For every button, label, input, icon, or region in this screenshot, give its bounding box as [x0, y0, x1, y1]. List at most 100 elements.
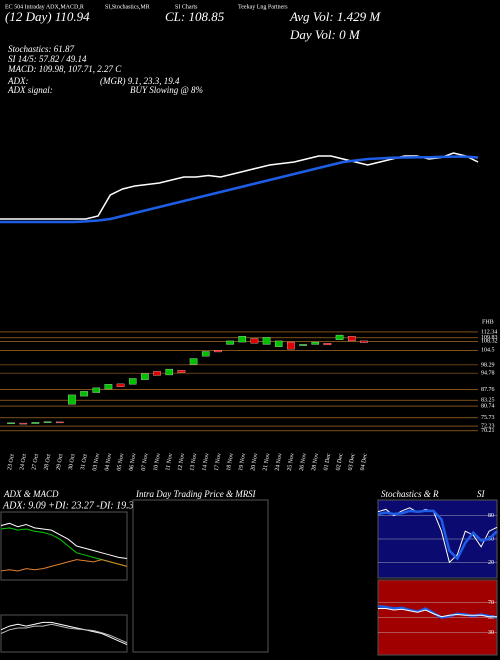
y-tick-label: 80.74 [481, 403, 495, 409]
ticker: FHB [482, 319, 494, 325]
x-tick-label: 17 Nov [214, 453, 223, 472]
adx-signal-label: ADX signal: [7, 85, 53, 95]
candle [201, 351, 210, 357]
x-tick-label: 01 Dec [323, 453, 332, 471]
x-tick-label: 04 Dec [360, 453, 369, 471]
x-tick-label: 31 Oct [80, 453, 89, 470]
candle [31, 422, 40, 424]
y-tick-label: 98.29 [481, 362, 495, 368]
adx-signal-value: BUY Slowing @ 8% [130, 85, 203, 95]
x-tick-label: 20 Nov [250, 453, 259, 472]
y-tick-label: 30 [488, 630, 494, 636]
panel-title: SI [477, 489, 486, 499]
adx-label: ADX: [7, 76, 29, 86]
candle [141, 373, 149, 380]
candle [360, 340, 368, 343]
candle [226, 340, 234, 345]
panel-title: SI [248, 489, 257, 499]
panel [132, 499, 269, 653]
y-tick-label: 75.73 [481, 415, 495, 421]
candle [287, 341, 295, 350]
y-tick-label: 72.23 [481, 423, 495, 429]
candle [153, 371, 161, 376]
x-tick-label: 28 Oct [44, 453, 53, 470]
y-tick-label: 104.5 [481, 348, 495, 354]
si-label: SI 14/5: 57.82 / 49.14 [8, 54, 87, 64]
adx-values: (MGR) 9.1, 23.3, 19.4 [100, 76, 180, 86]
y-tick-label: 50 [488, 536, 494, 542]
x-tick-label: 19 Nov [238, 453, 247, 472]
close-label: CL: 108.85 [165, 9, 225, 24]
candle [323, 343, 332, 346]
x-tick-label: 30 Oct [68, 453, 77, 470]
x-tick-label: 12 Nov [177, 453, 186, 472]
series-line [0, 152, 479, 220]
candle [68, 394, 76, 405]
candle [299, 344, 307, 346]
x-tick-label: 28 Nov [311, 453, 320, 472]
candle [80, 391, 88, 397]
x-tick-label: 06 Nov [129, 453, 138, 472]
series-line [0, 522, 128, 559]
y-tick-label: 50 [488, 615, 494, 621]
x-tick-label: 03 Nov [92, 453, 101, 472]
candle [262, 337, 271, 345]
candle [104, 384, 113, 390]
panel-title: ADX & MACD [3, 489, 59, 499]
candle [311, 341, 320, 345]
candle [43, 421, 52, 423]
x-tick-label: 10 Nov [153, 453, 162, 472]
panel-subtitle: ADX: 9.09 +DI: 23.27 -DI: 19.39 [2, 500, 139, 511]
y-tick-label: 109.83 [481, 335, 498, 341]
x-tick-label: 21 Nov [262, 453, 271, 472]
x-tick-label: 02 Dec [336, 453, 345, 471]
candle [19, 422, 28, 425]
x-tick-label: 24 Nov [275, 453, 284, 472]
day-vol: Day Vol: 0 M [289, 27, 361, 42]
candle [128, 378, 137, 385]
candle [347, 336, 356, 342]
series-line [0, 155, 479, 224]
y-tick-label: 70.21 [481, 428, 495, 434]
header-mid: SI,Stochastics,MR [105, 4, 150, 10]
panel-title: Stochastics & R [381, 489, 439, 499]
x-tick-label: 29 Oct [56, 453, 65, 470]
stochastics-label: Stochastics: 61.87 [8, 44, 74, 54]
series-line [0, 559, 128, 572]
y-tick-label: 87.76 [481, 387, 495, 393]
x-tick-label: 04 Nov [104, 453, 113, 472]
macd-label: MACD: 109.98, 107.71, 2.27 C [7, 64, 122, 74]
panel [0, 614, 128, 653]
y-tick-label: 20 [488, 560, 494, 566]
x-tick-label: 05 Nov [116, 453, 125, 472]
y-tick-label: 70 [488, 600, 494, 606]
x-tick-label: 25 Nov [287, 453, 296, 472]
x-tick-label: 13 Nov [189, 453, 198, 472]
y-tick-label: 112.34 [481, 329, 497, 335]
x-tick-label: 07 Nov [141, 453, 150, 472]
series-line [378, 608, 497, 618]
candle [116, 383, 125, 387]
series-line [377, 509, 498, 561]
x-tick-label: 14 Nov [202, 453, 211, 472]
series-line [0, 621, 128, 646]
x-tick-label: 26 Nov [299, 453, 308, 472]
candle [214, 350, 222, 353]
day-label: (12 Day) 110.94 [5, 9, 90, 24]
header-name: Teekay Lng Partners [238, 4, 288, 10]
series-line [0, 623, 128, 644]
x-tick-label: 11 Nov [165, 453, 174, 471]
avg-vol: Avg Vol: 1.429 M [289, 9, 381, 24]
header-right: SI Charts [175, 4, 198, 10]
y-tick-label: 83.25 [481, 398, 495, 404]
x-tick-label: 24 Oct [19, 453, 28, 470]
panel-title: Intra Day Trading Price & MR [135, 489, 249, 499]
candle [177, 370, 186, 373]
y-tick-label: 94.78 [481, 371, 495, 377]
header-left: EC 504 Intraday ADX,MACD,R [5, 4, 84, 10]
candle [189, 358, 198, 365]
candle [55, 421, 64, 424]
candle [250, 338, 259, 344]
candle [7, 422, 15, 425]
candle [274, 340, 283, 347]
